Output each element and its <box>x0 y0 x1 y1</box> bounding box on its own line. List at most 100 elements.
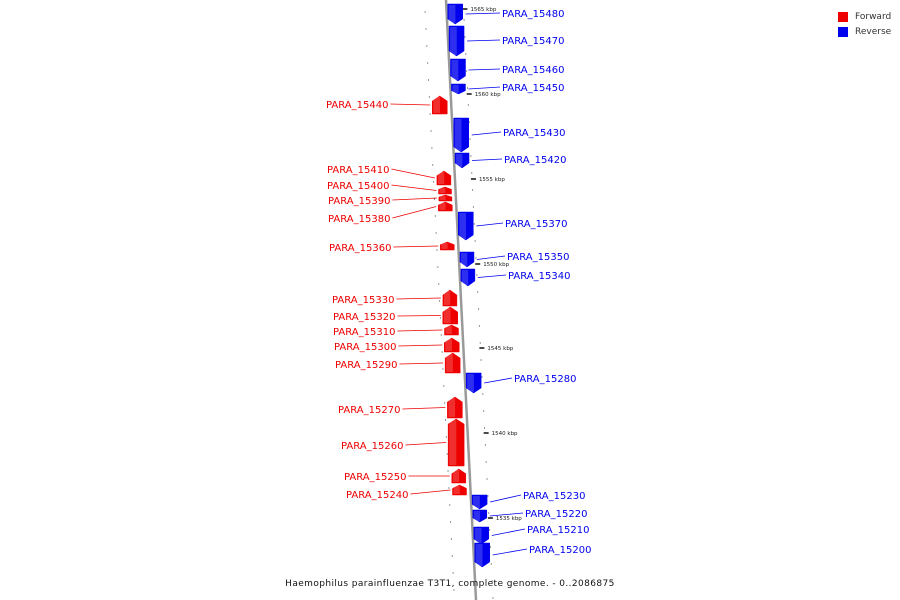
leader-line <box>399 362 444 365</box>
gene-para-15360[interactable]: PARA_15360 <box>329 241 455 254</box>
gene-arrow[interactable] <box>442 289 458 307</box>
gene-para-15470[interactable]: PARA_15470 <box>448 25 564 57</box>
gene-para-15240[interactable]: PARA_15240 <box>346 484 467 501</box>
leader-line <box>468 86 501 90</box>
gene-highlight <box>454 119 462 151</box>
leader-line <box>490 494 522 503</box>
gene-label: PARA_15310 <box>333 327 395 338</box>
gene-para-15390[interactable]: PARA_15390 <box>328 194 453 207</box>
forward-swatch <box>838 11 848 22</box>
gene-label: PARA_15340 <box>508 271 570 282</box>
gene-para-15320[interactable]: PARA_15320 <box>333 306 459 325</box>
gene-para-15420[interactable]: PARA_15420 <box>454 152 566 169</box>
gene-arrow[interactable] <box>459 251 475 268</box>
gene-para-15270[interactable]: PARA_15270 <box>338 396 463 419</box>
leader-line <box>468 68 501 71</box>
gene-label: PARA_15350 <box>507 252 569 263</box>
gene-para-15400[interactable]: PARA_15400 <box>327 181 452 195</box>
gene-highlight <box>437 172 445 184</box>
leader-line <box>397 315 441 317</box>
gene-para-15280[interactable]: PARA_15280 <box>465 372 576 394</box>
gene-arrow[interactable] <box>473 526 490 545</box>
gene-arrow[interactable] <box>451 83 466 95</box>
gene-para-15220[interactable]: PARA_15220 <box>472 509 588 523</box>
gene-para-15210[interactable]: PARA_15210 <box>473 525 590 545</box>
gene-arrow[interactable] <box>448 25 465 57</box>
gene-highlight <box>459 213 467 239</box>
gene-arrow[interactable] <box>447 3 463 25</box>
gene-label: PARA_15220 <box>525 509 587 520</box>
gene-para-15450[interactable]: PARA_15450 <box>451 83 564 95</box>
gene-arrow[interactable] <box>474 542 490 568</box>
gene-label: PARA_15260 <box>341 441 403 452</box>
gene-highlight <box>448 398 456 417</box>
gene-para-15430[interactable]: PARA_15430 <box>453 117 566 153</box>
gene-para-15230[interactable]: PARA_15230 <box>471 491 585 510</box>
gene-arrow[interactable] <box>465 372 482 394</box>
gene-para-15310[interactable]: PARA_15310 <box>333 324 459 338</box>
gene-para-15370[interactable]: PARA_15370 <box>458 211 567 241</box>
gene-para-15380[interactable]: PARA_15380 <box>328 201 453 225</box>
gene-para-15300[interactable]: PARA_15300 <box>334 337 460 353</box>
gene-highlight <box>445 339 452 351</box>
leader-line <box>489 512 524 517</box>
kbp-label: 1535 kbp <box>496 516 522 522</box>
gene-highlight <box>433 97 440 113</box>
gene-arrow[interactable] <box>438 186 452 195</box>
gene-highlight <box>461 270 469 285</box>
gene-features: PARA_15480 PARA_15470 PARA_15460 PARA_15450… <box>326 3 592 568</box>
leader-line <box>393 245 439 248</box>
gene-arrow[interactable] <box>454 152 470 169</box>
gene-arrow[interactable] <box>432 95 448 115</box>
gene-label: PARA_15280 <box>514 374 576 385</box>
gene-para-15350[interactable]: PARA_15350 <box>459 251 569 268</box>
gene-para-15460[interactable]: PARA_15460 <box>450 58 565 82</box>
gene-para-15480[interactable]: PARA_15480 <box>447 3 565 25</box>
leader-line <box>492 548 528 556</box>
gene-para-15290[interactable]: PARA_15290 <box>335 352 461 374</box>
gene-arrow[interactable] <box>458 211 474 241</box>
gene-arrow[interactable] <box>440 241 455 251</box>
gene-arrow[interactable] <box>471 494 488 510</box>
gene-label: PARA_15430 <box>503 128 565 139</box>
leader-line <box>396 297 441 300</box>
tick-marks <box>424 11 494 599</box>
gene-para-15440[interactable]: PARA_15440 <box>326 95 448 115</box>
gene-para-15340[interactable]: PARA_15340 <box>460 268 571 287</box>
gene-arrow[interactable] <box>450 58 466 82</box>
gene-arrow[interactable] <box>444 337 460 353</box>
gene-arrow[interactable] <box>451 468 467 484</box>
leader-line <box>467 39 501 42</box>
kbp-label: 1555 kbp <box>479 177 505 183</box>
gene-arrow[interactable] <box>444 324 459 336</box>
gene-highlight <box>473 511 481 521</box>
gene-arrow[interactable] <box>452 484 467 496</box>
gene-label: PARA_15290 <box>335 360 397 371</box>
gene-arrow[interactable] <box>460 268 476 287</box>
leader-line <box>491 528 526 536</box>
leader-line <box>392 206 437 219</box>
gene-para-15330[interactable]: PARA_15330 <box>332 289 458 307</box>
gene-para-15410[interactable]: PARA_15410 <box>327 165 452 186</box>
gene-arrow[interactable] <box>438 194 453 202</box>
legend: Forward Reverse <box>838 9 891 39</box>
gene-arrow[interactable] <box>447 396 463 419</box>
gene-arrow[interactable] <box>438 201 453 212</box>
gene-highlight <box>467 374 474 392</box>
gene-arrow[interactable] <box>436 170 452 186</box>
leader-line <box>410 489 451 495</box>
leader-line <box>398 344 443 347</box>
gene-highlight <box>449 420 457 465</box>
gene-arrow[interactable] <box>453 117 469 153</box>
gene-para-15260[interactable]: PARA_15260 <box>341 418 465 467</box>
gene-para-15200[interactable]: PARA_15200 <box>474 542 592 568</box>
gene-label: PARA_15370 <box>505 219 567 230</box>
gene-arrow[interactable] <box>447 418 465 467</box>
gene-arrow[interactable] <box>442 306 459 325</box>
gene-label: PARA_15230 <box>523 491 585 502</box>
gene-arrow[interactable] <box>472 509 488 523</box>
gene-label: PARA_15270 <box>338 405 400 416</box>
gene-arrow[interactable] <box>444 352 461 374</box>
gene-para-15250[interactable]: PARA_15250 <box>344 468 467 484</box>
